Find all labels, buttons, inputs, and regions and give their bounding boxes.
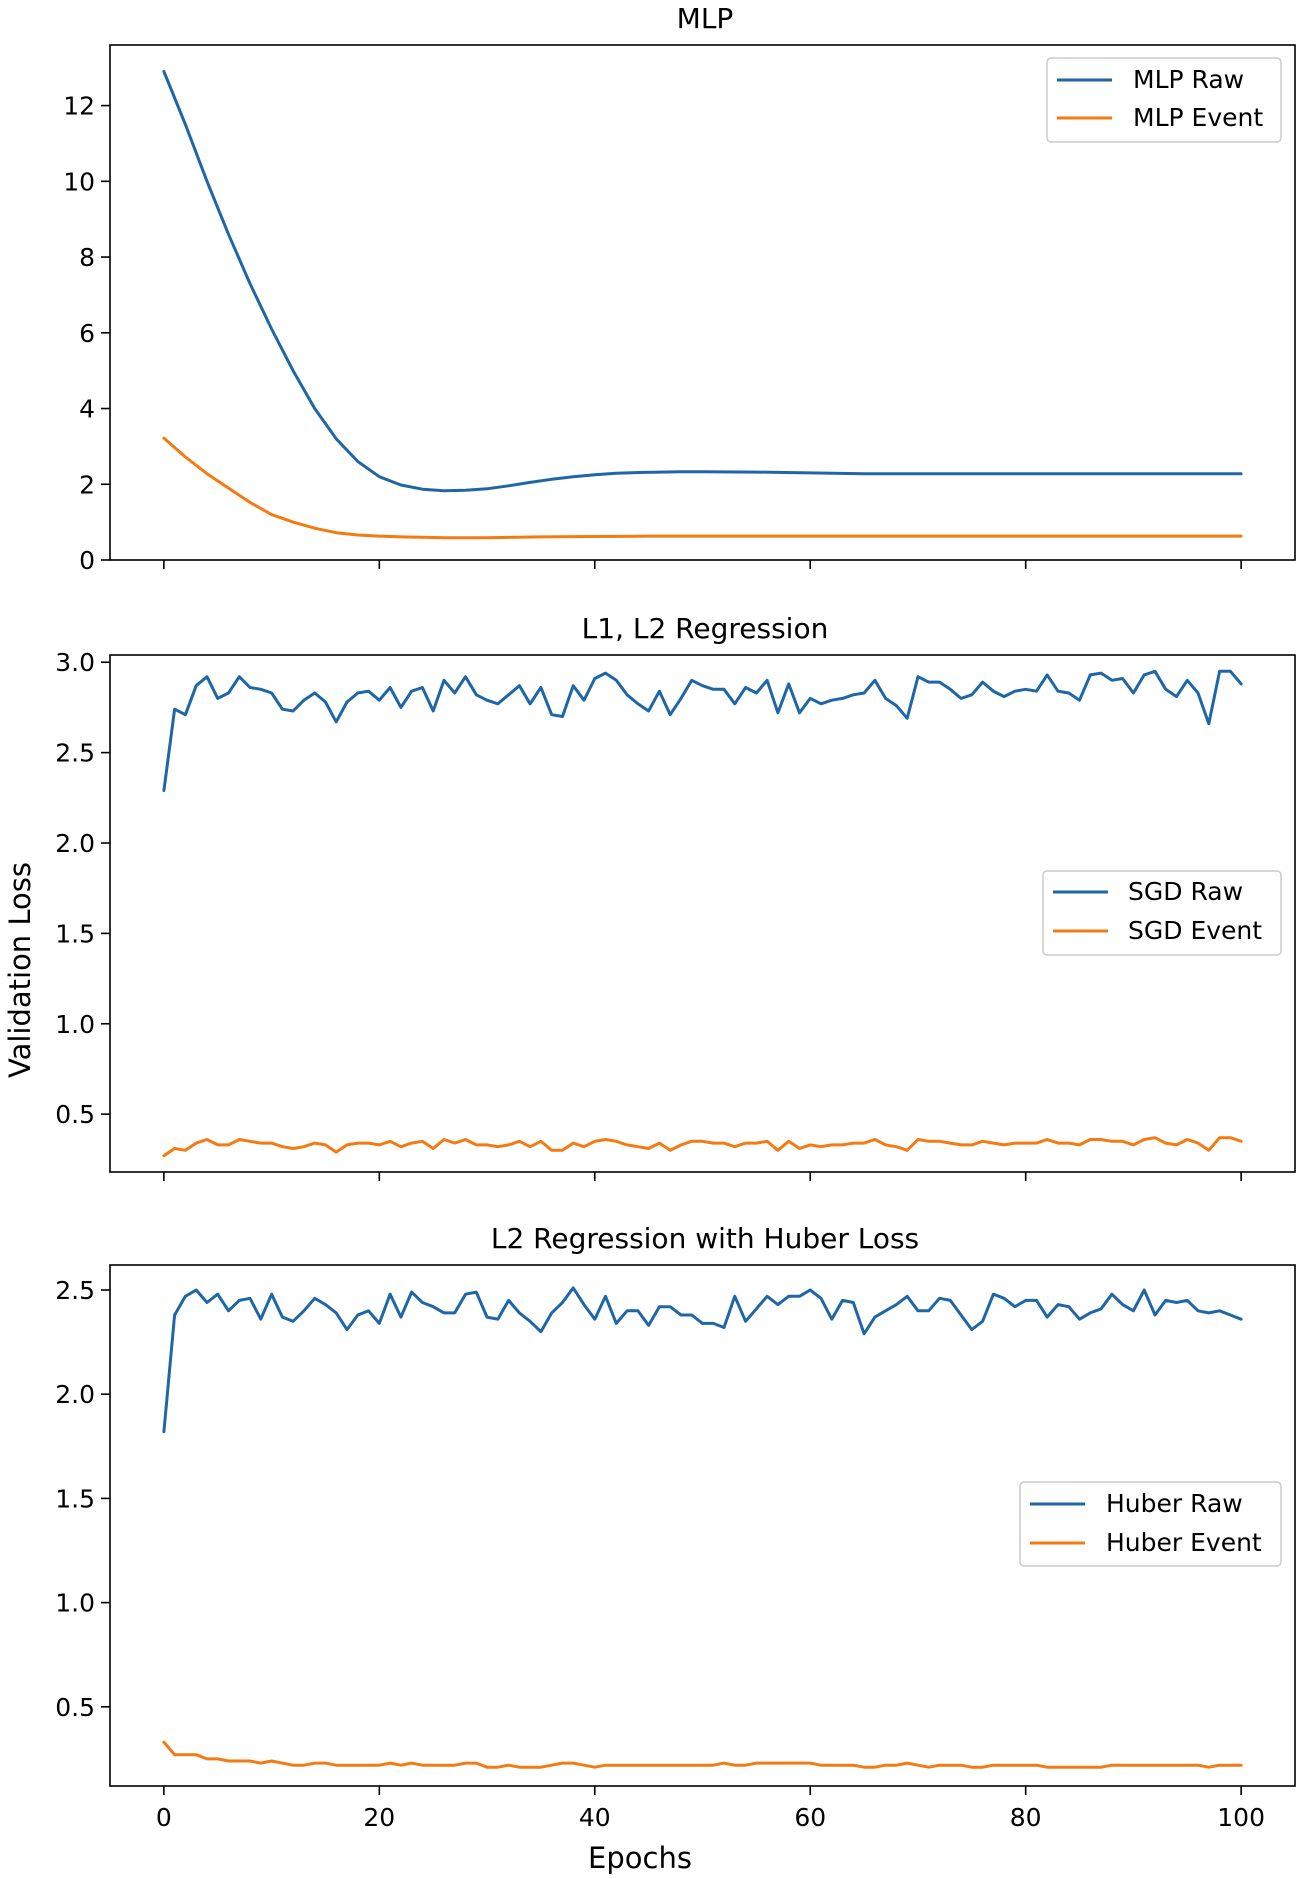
legend-label-mlp-event: MLP Event	[1133, 103, 1263, 132]
legend-label-mlp-raw: MLP Raw	[1133, 65, 1244, 94]
y-tick-label: 1.5	[55, 919, 95, 948]
series-line-sgd-event	[162, 1136, 1243, 1158]
y-tick-label: 0	[79, 546, 95, 575]
x-tick-label: 60	[794, 1803, 826, 1832]
plot-area-l1-l2-regression: 0.5 1.0 1.5 2.0 2.5 3.0	[55, 648, 1296, 1181]
series-line-mlp-raw	[162, 70, 1243, 493]
y-tick-label: 8	[79, 243, 95, 272]
axes-frame-mlp	[109, 44, 1296, 561]
chart-title-l1-l2-regression: L1, L2 Regression	[582, 612, 829, 645]
x-tick-label: 100	[1217, 1803, 1265, 1832]
panel-huber: L2 Regression with Huber Loss 0.5 1.0 1.5 2…	[55, 1222, 1296, 1832]
plot-area-huber: 0.5 1.0 1.5 2.0 2.5 0 20 40 60 80 100	[55, 1264, 1296, 1832]
chart-title-mlp: MLP	[677, 2, 734, 35]
x-tick-label: 80	[1010, 1803, 1042, 1832]
legend-huber: Huber Raw Huber Event	[1019, 1481, 1282, 1567]
x-axis-label: Epochs	[588, 1841, 692, 1875]
legend-label-sgd-raw: SGD Raw	[1128, 877, 1243, 906]
x-tick-label: 40	[579, 1803, 611, 1832]
y-tick-label: 3.0	[55, 648, 95, 677]
legend-box	[1019, 1481, 1282, 1567]
legend-label-sgd-event: SGD Event	[1128, 916, 1262, 945]
y-tick-label: 2	[79, 470, 95, 499]
y-tick-label: 2.5	[55, 1276, 95, 1305]
series-line-sgd-raw	[162, 669, 1243, 793]
legend-label-huber-raw: Huber Raw	[1106, 1489, 1243, 1518]
y-tick-label: 2.0	[55, 829, 95, 858]
y-tick-label: 1.0	[55, 1010, 95, 1039]
legend-mlp: MLP Raw MLP Event	[1046, 57, 1282, 143]
y-tick-label: 12	[63, 92, 95, 121]
y-tick-label: 6	[79, 319, 95, 348]
panel-l1-l2-regression: L1, L2 Regression 0.5 1.0 1.5 2.0 2.5 3.0 SGD…	[55, 612, 1296, 1181]
x-tick-label: 0	[156, 1803, 172, 1832]
y-tick-label: 1.0	[55, 1589, 95, 1618]
legend-sgd: SGD Raw SGD Event	[1042, 870, 1282, 956]
y-tick-label: 2.5	[55, 739, 95, 768]
axes-frame-l1-l2-regression	[109, 654, 1296, 1173]
series-line-huber-event	[162, 1740, 1243, 1769]
series-line-huber-raw	[162, 1286, 1243, 1434]
y-tick-label: 2.0	[55, 1380, 95, 1409]
x-tick-label: 20	[363, 1803, 395, 1832]
y-tick-label: 0.5	[55, 1693, 95, 1722]
y-tick-label: 1.5	[55, 1484, 95, 1513]
y-tick-label: 4	[79, 395, 95, 424]
legend-label-huber-event: Huber Event	[1106, 1528, 1262, 1557]
panel-mlp: MLP 0 2 4 6 8 10 12 MLP Raw MLP Event	[63, 2, 1296, 575]
y-tick-label: 10	[63, 167, 95, 196]
series-line-mlp-event	[162, 436, 1243, 540]
chart-title-huber: L2 Regression with Huber Loss	[491, 1222, 919, 1255]
y-axis-label: Validation Loss	[3, 862, 37, 1078]
plot-area-mlp: 0 2 4 6 8 10 12	[63, 44, 1296, 575]
axes-frame-huber	[109, 1264, 1296, 1787]
y-tick-label: 0.5	[55, 1100, 95, 1129]
